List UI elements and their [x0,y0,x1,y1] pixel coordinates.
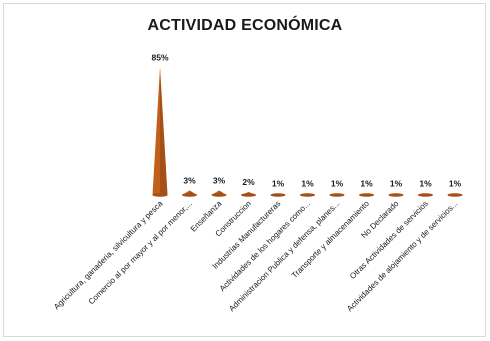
data-label: 3% [213,176,226,186]
cone-bar-4 [241,192,256,197]
chart-frame [3,3,486,337]
category-label: Agricultura, ganaderia, silvicultura y p… [52,199,165,312]
cone-base [359,193,374,197]
data-label: 1% [449,179,462,189]
cone-base [270,193,286,197]
cone-base [241,193,256,197]
cone-bar-11 [447,193,463,197]
cone-bar-10 [418,193,433,197]
cone-bar-5 [270,193,286,197]
cone-bar-2 [182,190,197,197]
data-label: 2% [242,177,255,187]
category-label: Comercio al por mayor y al por menor,... [87,199,194,306]
category-label: Actividades de alojamiento y de servicio… [345,199,459,313]
cone-base [211,193,227,197]
data-label: 1% [390,179,403,189]
data-label: 1% [419,179,432,189]
cone-shade [160,67,168,195]
cone-bar-7 [329,193,345,197]
cone-bar-8 [359,193,374,197]
data-label: 85% [151,53,168,63]
cone-base [300,193,315,197]
data-label: 3% [183,176,196,186]
category-label: Administracion Publica y defensa, planes… [227,199,341,313]
cone-base [388,193,404,197]
chart-title: ACTIVIDAD ECONÓMICA [147,17,343,34]
data-label: 1% [331,179,344,189]
cone-base [182,193,197,197]
cone-bar-3 [211,190,227,197]
data-label: 1% [301,179,314,189]
cone-base [152,193,168,197]
cone-bar-9 [388,193,404,197]
cone-base [418,193,433,197]
cone-bar-6 [300,193,315,197]
data-label: 1% [360,179,373,189]
data-label: 1% [272,179,285,189]
cone-base [329,193,345,197]
cone-base [447,193,463,197]
cone-bar-1 [152,67,168,197]
